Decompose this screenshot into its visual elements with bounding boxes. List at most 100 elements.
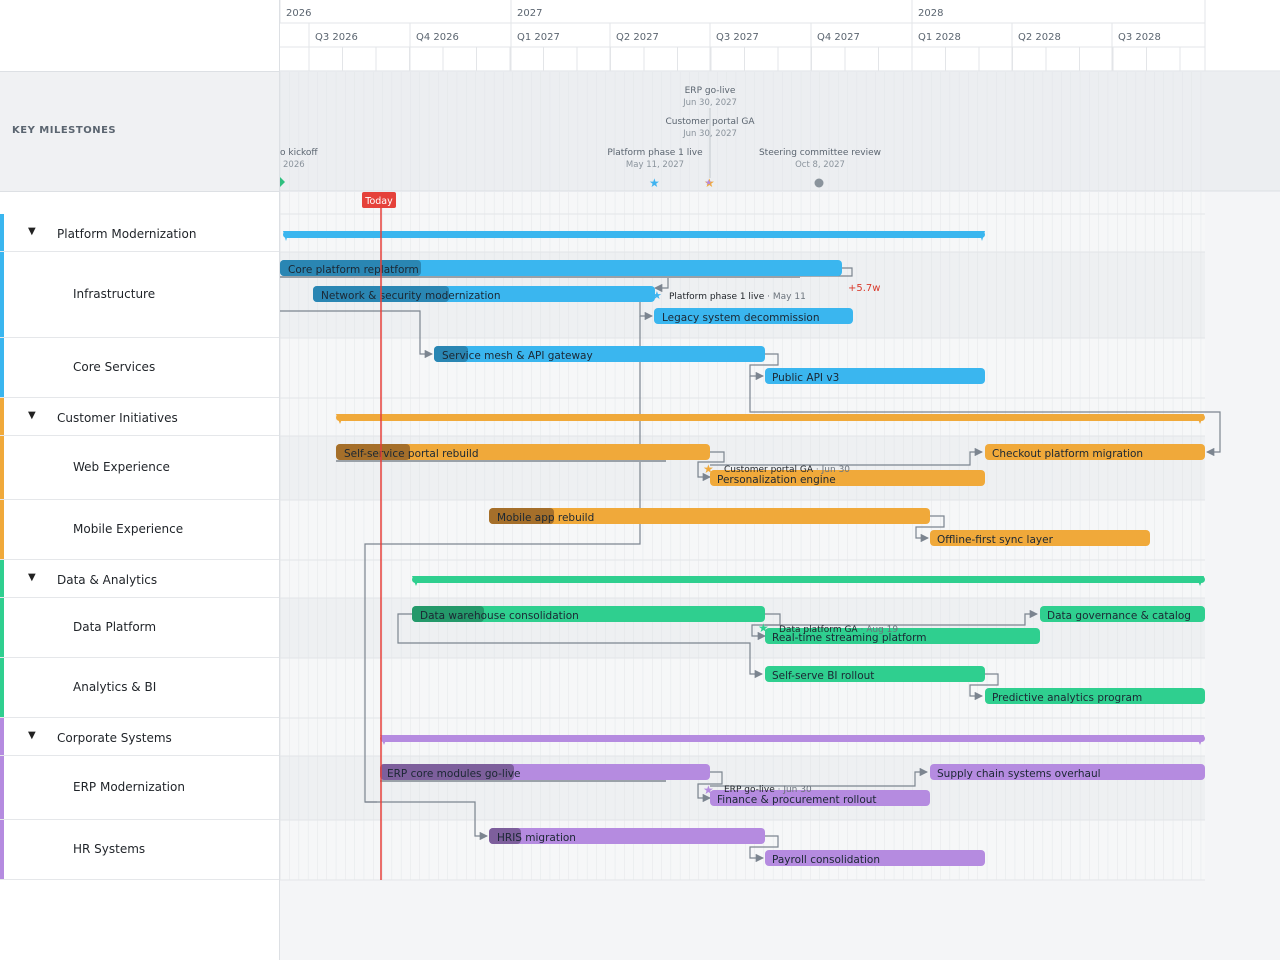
year-label: 2027 [517, 8, 542, 19]
milestone-date: Oct 8, 2027 [795, 160, 845, 170]
row-data-platform[interactable]: Data Platform [0, 598, 279, 658]
group-row-customer[interactable]: ▼ Customer Initiatives [0, 398, 279, 436]
task-bar[interactable]: Payroll consolidation [765, 850, 985, 866]
quarter-label: Q4 2026 [416, 32, 459, 43]
row-web-experience[interactable]: Web Experience [0, 436, 279, 500]
diamond-icon[interactable] [280, 177, 285, 187]
slip-indicator: +5.7w [848, 283, 880, 294]
milestone-date: Jun 30, 2027 [682, 129, 737, 139]
task-label: Offline-first sync layer [937, 534, 1054, 546]
task-label: ERP core modules go-live [387, 768, 520, 780]
task-bar[interactable]: Checkout platform migration [985, 444, 1205, 460]
task-label: Predictive analytics program [992, 692, 1142, 704]
task-bar[interactable]: Finance & procurement rollout [710, 790, 930, 806]
quarter-label: Q3 2028 [1118, 32, 1161, 43]
milestone-name: Customer portal GA [665, 117, 755, 127]
row-label: Analytics & BI [73, 680, 157, 694]
key-milestones: o kickoff 2026 Platform phase 1 live May… [280, 86, 881, 190]
row-analytics-bi[interactable]: Analytics & BI [0, 658, 279, 718]
task-bar[interactable]: Core platform replatform [280, 260, 842, 278]
task-label: Data warehouse consolidation [420, 610, 579, 622]
collapse-caret-icon[interactable]: ▼ [28, 730, 36, 741]
star-icon[interactable]: ★ [703, 783, 714, 797]
task-bar[interactable]: Public API v3 [765, 368, 985, 384]
task-label: HRIS migration [497, 832, 576, 844]
task-bar[interactable]: Supply chain systems overhaul [930, 764, 1205, 780]
task-bar[interactable]: Legacy system decommission [654, 308, 853, 324]
group-row-corporate[interactable]: ▼ Corporate Systems [0, 718, 279, 756]
quarter-label: Q1 2028 [918, 32, 961, 43]
quarter-label: Q2 2028 [1018, 32, 1061, 43]
milestones-header-cell [0, 72, 279, 192]
group-row-data[interactable]: ▼ Data & Analytics [0, 560, 279, 598]
quarter-label: Q1 2027 [517, 32, 560, 43]
star-icon[interactable]: ★ [704, 176, 715, 190]
milestone-name: Steering committee review [759, 148, 881, 158]
task-bar[interactable]: Data warehouse consolidation [412, 606, 765, 622]
task-bar[interactable]: Offline-first sync layer [930, 530, 1150, 546]
collapse-caret-icon[interactable]: ▼ [28, 572, 36, 583]
row-label: ERP Modernization [73, 780, 185, 794]
gantt-timeline[interactable]: 2026 2027 2028 Q3 2026 Q4 2026 Q1 2027 Q2 202… [280, 0, 1280, 960]
task-label: Data governance & catalog [1047, 610, 1191, 622]
group-color-bar [0, 658, 4, 717]
task-bar[interactable]: Predictive analytics program [985, 688, 1205, 704]
quarter-label: Q3 2026 [315, 32, 358, 43]
circle-icon[interactable] [814, 178, 824, 188]
group-color-bar [0, 820, 4, 879]
today-marker: Today [362, 192, 396, 880]
group-label: Data & Analytics [57, 573, 158, 587]
task-label: Legacy system decommission [662, 312, 819, 324]
summary-bar-corporate[interactable] [380, 735, 1205, 742]
milestone-name: o kickoff [280, 148, 318, 158]
group-row-platform[interactable]: ▼ Platform Modernization [0, 214, 279, 252]
task-bar[interactable]: Mobile app rebuild [489, 508, 930, 524]
star-icon[interactable]: ★ [649, 176, 660, 190]
star-icon[interactable]: ★ [758, 621, 769, 635]
group-label: Platform Modernization [57, 227, 197, 241]
row-core-services[interactable]: Core Services [0, 338, 279, 398]
row-label: Infrastructure [73, 287, 156, 301]
task-label: Supply chain systems overhaul [937, 768, 1101, 780]
task-bar[interactable]: Personalization engine [710, 470, 985, 486]
month-axis [308, 47, 1181, 71]
task-label: Service mesh & API gateway [442, 350, 593, 362]
milestones-title: KEY MILESTONES [12, 125, 117, 136]
row-infrastructure[interactable]: Infrastructure [0, 252, 279, 338]
group-color-bar [0, 436, 4, 499]
task-bar[interactable]: ERP core modules go-live [380, 764, 710, 782]
task-label: Personalization engine [717, 474, 836, 486]
summary-bars [283, 231, 1205, 745]
star-icon[interactable]: ★ [705, 178, 712, 187]
star-icon[interactable]: ★ [703, 462, 714, 476]
summary-bar-customer[interactable] [336, 414, 1205, 421]
row-label: HR Systems [73, 842, 146, 856]
task-label: Real-time streaming platform [772, 632, 926, 644]
star-icon[interactable]: ★ [652, 289, 662, 302]
group-color-bar [0, 756, 4, 819]
inline-milestone: Customer portal GA · Jun 30 [724, 465, 850, 475]
task-bar[interactable]: HRIS migration [489, 828, 765, 844]
task-label: Public API v3 [772, 372, 839, 384]
row-mobile-experience[interactable]: Mobile Experience [0, 500, 279, 560]
task-bar[interactable]: Self-serve BI rollout [765, 666, 985, 682]
task-label: Network & security modernization [321, 290, 501, 302]
group-color-bar [0, 598, 4, 657]
summary-bar-data[interactable] [412, 576, 1205, 583]
collapse-caret-icon[interactable]: ▼ [28, 410, 36, 421]
task-label: Self-service portal rebuild [344, 448, 478, 460]
collapse-caret-icon[interactable]: ▼ [28, 226, 36, 237]
task-bar[interactable]: Self-service portal rebuild [336, 444, 710, 462]
row-erp-modernization[interactable]: ERP Modernization [0, 756, 279, 820]
task-bar[interactable]: Data governance & catalog [1040, 606, 1205, 622]
row-hr-systems[interactable]: HR Systems [0, 820, 279, 880]
task-bar[interactable]: Network & security modernization [313, 286, 655, 302]
milestone-date: 2026 [283, 160, 305, 170]
group-color-bar [0, 338, 4, 397]
dependency-lines [280, 267, 1221, 863]
task-bar[interactable]: Service mesh & API gateway [434, 346, 765, 362]
summary-bar-platform[interactable] [283, 231, 985, 238]
task-bar[interactable]: Real-time streaming platform [765, 628, 1040, 644]
quarter-label: Q2 2027 [616, 32, 659, 43]
task-label: Core platform replatform [288, 264, 419, 276]
